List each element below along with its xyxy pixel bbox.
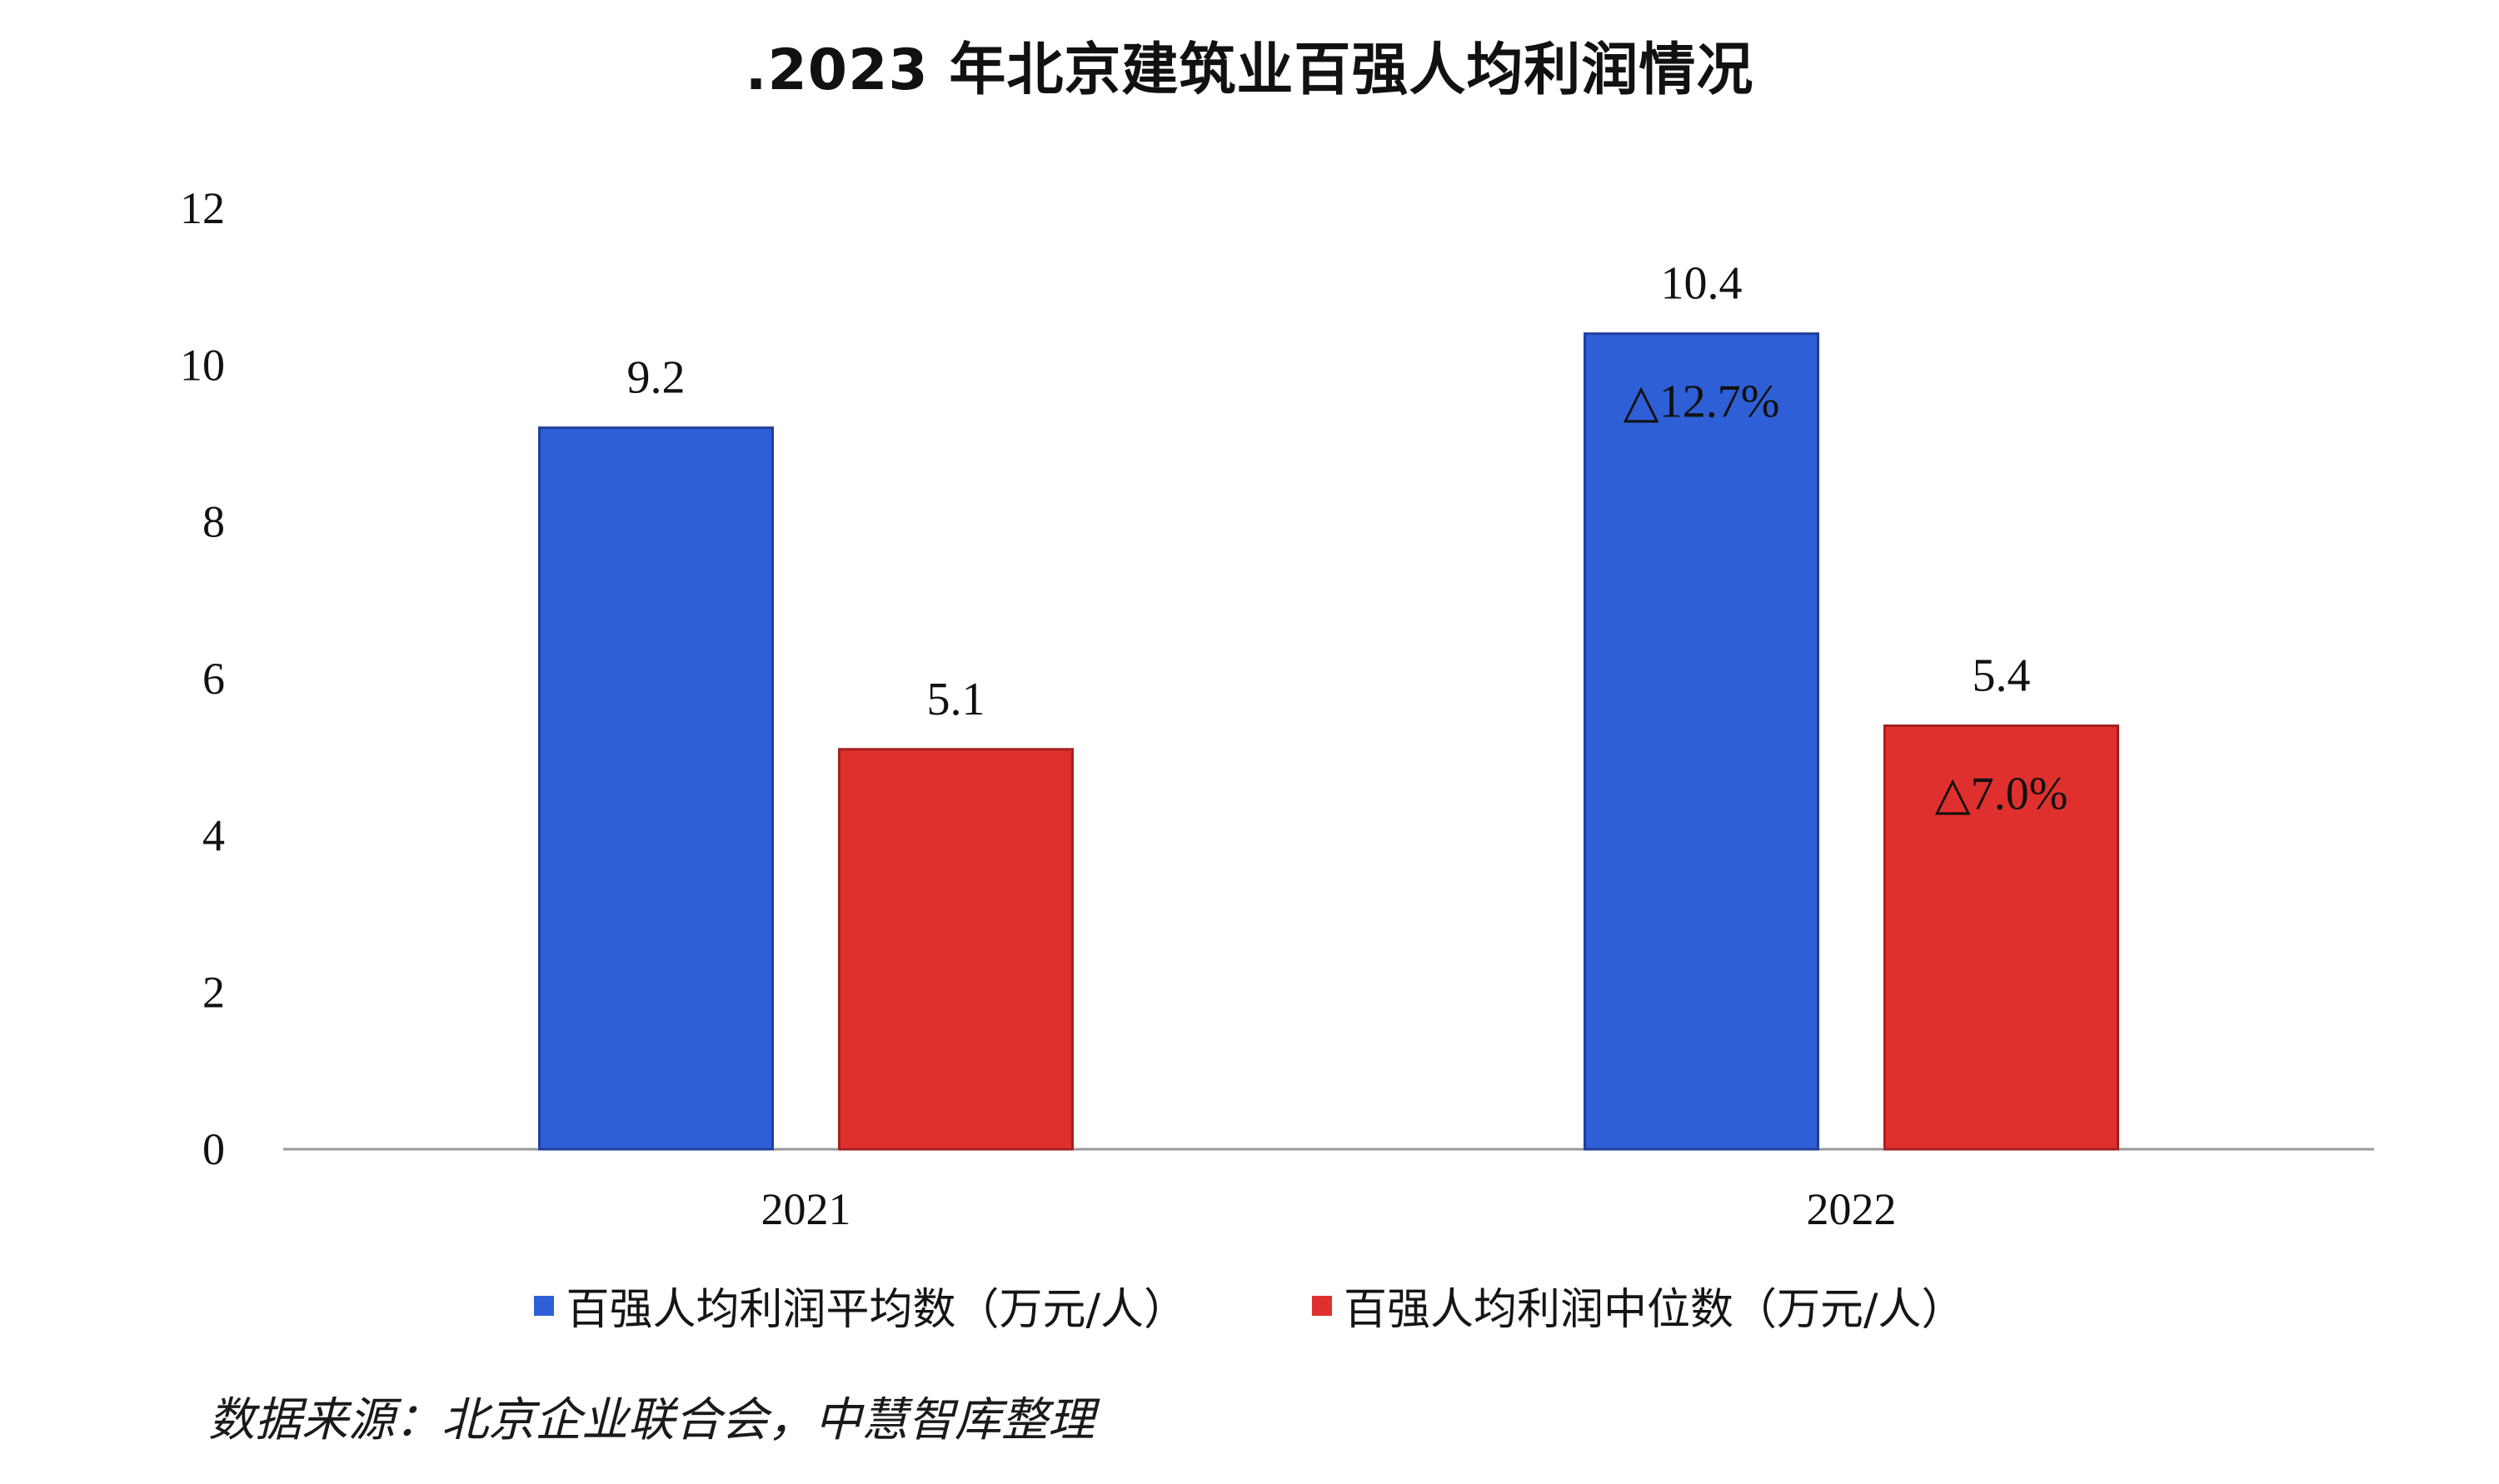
data-label: 9.2 (627, 352, 686, 404)
growth-annotation: △12.7% (1624, 376, 1780, 428)
y-tick-label: 6 (202, 654, 225, 704)
legend-label-median: 百强人均利润中位数（万元/人） (1344, 1285, 1965, 1335)
x-tick-label: 2022 (1807, 1184, 1897, 1234)
data-label: 10.4 (1661, 258, 1743, 310)
growth-annotation: △7.0% (1935, 769, 2068, 820)
bar (1584, 332, 1819, 1151)
y-tick-label: 12 (180, 183, 225, 233)
y-tick-label: 4 (202, 810, 225, 860)
legend-item-median: 百强人均利润中位数（万元/人） (1312, 1274, 1965, 1337)
chart-legend: 百强人均利润平均数（万元/人） 百强人均利润中位数（万元/人） (0, 1274, 2499, 1337)
data-label: 5.4 (1973, 650, 2031, 702)
legend-swatch-mean (534, 1295, 555, 1316)
y-tick-label: 0 (202, 1124, 225, 1174)
legend-item-mean: 百强人均利润平均数（万元/人） (534, 1274, 1187, 1337)
bar (538, 426, 774, 1151)
y-tick-label: 2 (202, 968, 225, 1018)
legend-label-mean: 百强人均利润平均数（万元/人） (566, 1285, 1187, 1335)
y-tick-label: 8 (202, 497, 225, 547)
legend-swatch-median (1312, 1295, 1332, 1316)
y-tick-label: 10 (180, 340, 225, 390)
x-tick-label: 2021 (761, 1184, 851, 1234)
bar (838, 748, 1074, 1151)
data-label: 5.1 (927, 674, 985, 725)
source-note: 数据来源：北京企业联合会，中慧智库整理 (208, 1393, 1095, 1447)
bar (1883, 725, 2119, 1151)
chart-title: .2023 年北京建筑业百强人均利润情况 (745, 37, 1754, 103)
